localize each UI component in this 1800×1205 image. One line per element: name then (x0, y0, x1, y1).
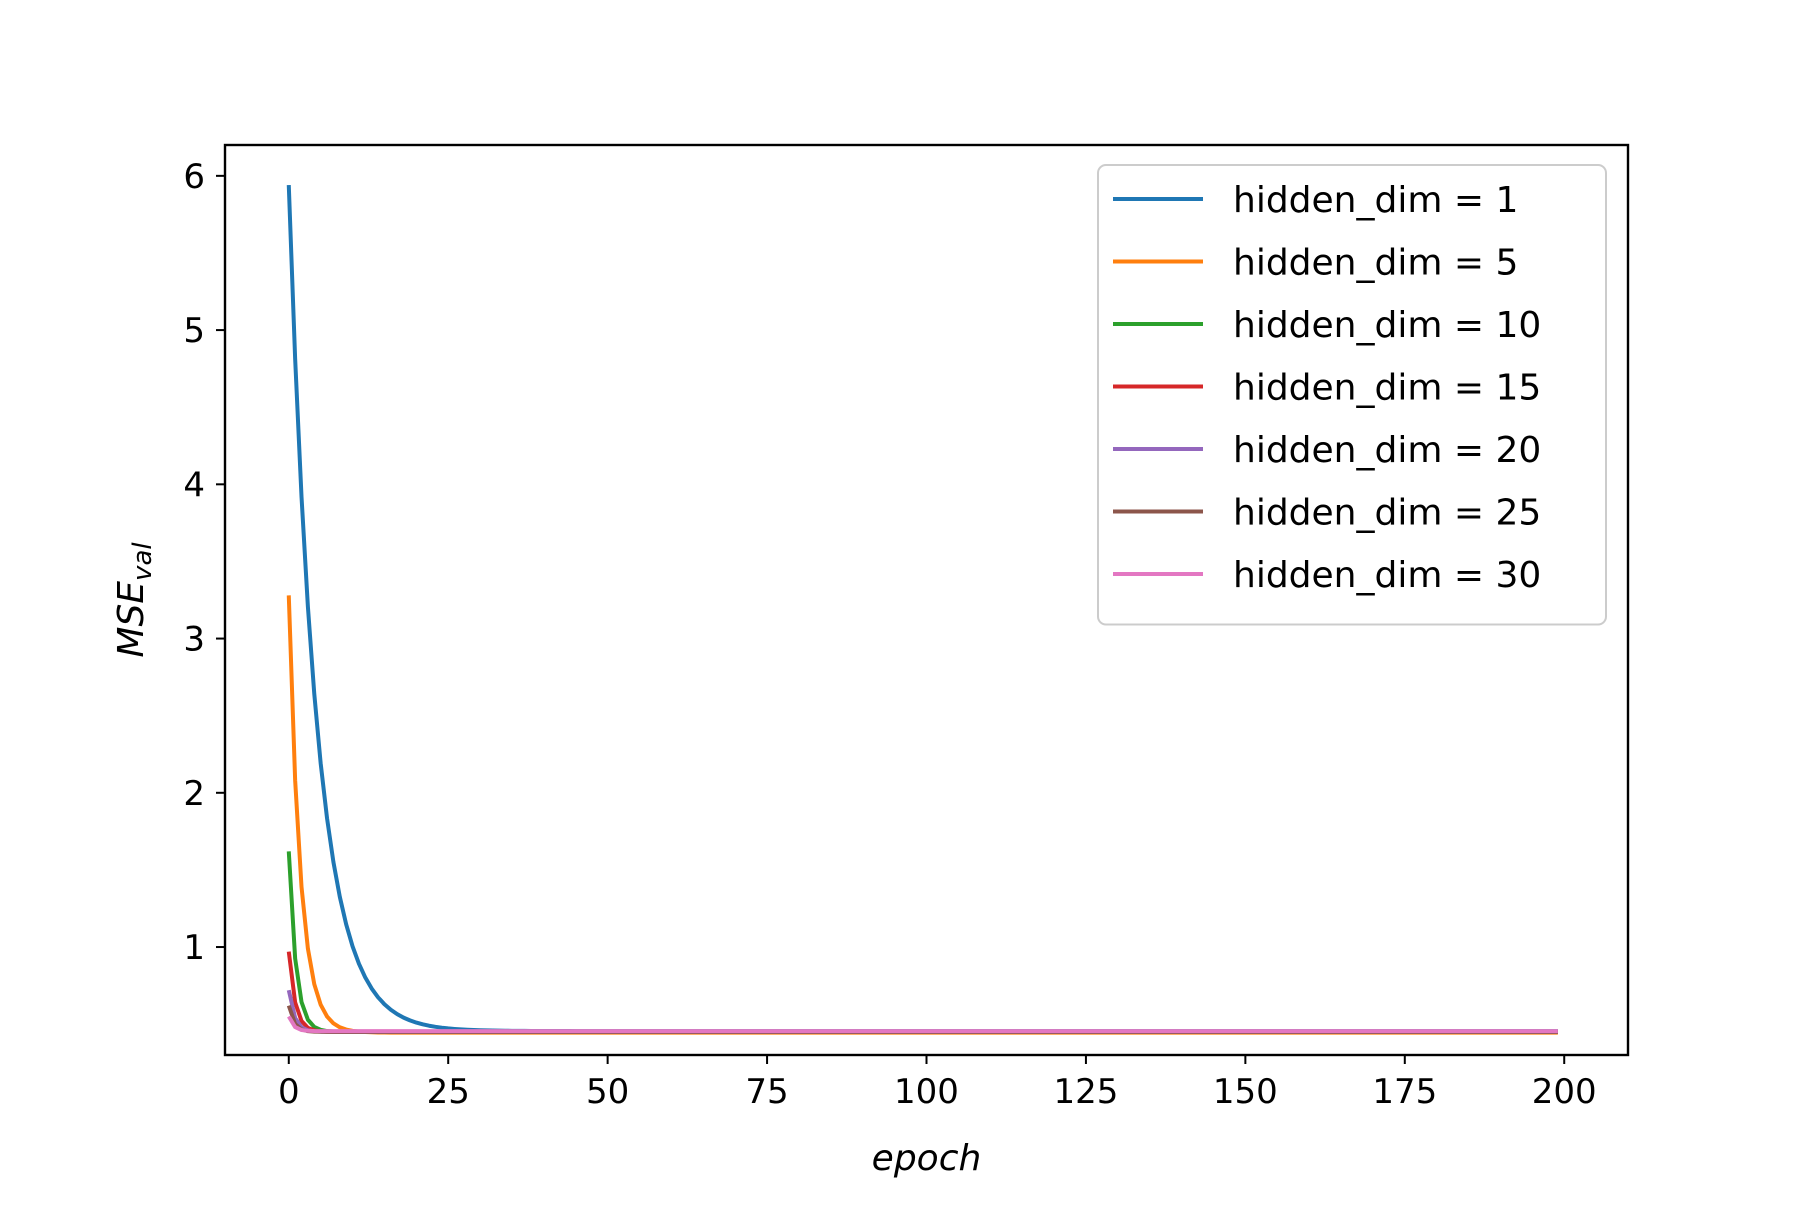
series-line-5 (286, 989, 1558, 1034)
y-tick-label: 6 (183, 157, 205, 197)
legend-label: hidden_dim = 20 (1233, 430, 1541, 471)
x-tick-label: 75 (745, 1072, 788, 1112)
legend-label: hidden_dim = 10 (1233, 305, 1541, 346)
x-tick-label: 100 (894, 1072, 959, 1112)
y-axis-label-main: MSE (111, 581, 152, 658)
legend-label: hidden_dim = 5 (1233, 243, 1518, 284)
x-tick-label: 0 (278, 1072, 300, 1112)
legend: hidden_dim = 1 hidden_dim = 5 hidden_dim =… (1097, 164, 1607, 626)
x-tick-label: 150 (1213, 1072, 1278, 1112)
legend-label: hidden_dim = 1 (1233, 180, 1518, 221)
y-tick-label: 3 (183, 620, 205, 660)
y-tick-label: 5 (183, 311, 205, 351)
y-tick-label: 4 (183, 465, 205, 505)
series-layer (286, 185, 1558, 1035)
x-tick-label: 125 (1053, 1072, 1118, 1112)
legend-label: hidden_dim = 30 (1233, 555, 1541, 596)
series-line-4 (286, 951, 1558, 1034)
y-axis-label-subscript: val (128, 542, 158, 581)
y-tick-label: 1 (183, 928, 205, 968)
series-line-6 (286, 1004, 1558, 1034)
series-line-7 (287, 1015, 1558, 1034)
series-line-3 (286, 851, 1558, 1034)
y-tick-label: 2 (183, 774, 205, 814)
legend-label: hidden_dim = 15 (1233, 368, 1541, 409)
y-axis-label: MSEval (111, 542, 158, 658)
x-tick-label: 175 (1372, 1072, 1437, 1112)
legend-label: hidden_dim = 25 (1233, 493, 1541, 534)
x-ticks: 0 25 50 75 100 125 150 175 200 (278, 1055, 1597, 1112)
x-axis-label: epoch (872, 1138, 982, 1179)
x-tick-label: 50 (586, 1072, 629, 1112)
y-ticks: 1 2 3 4 5 6 (183, 157, 225, 968)
x-tick-label: 200 (1532, 1072, 1597, 1112)
x-tick-label: 25 (427, 1072, 470, 1112)
legend-box (1097, 164, 1607, 626)
series-line-2 (286, 595, 1558, 1035)
